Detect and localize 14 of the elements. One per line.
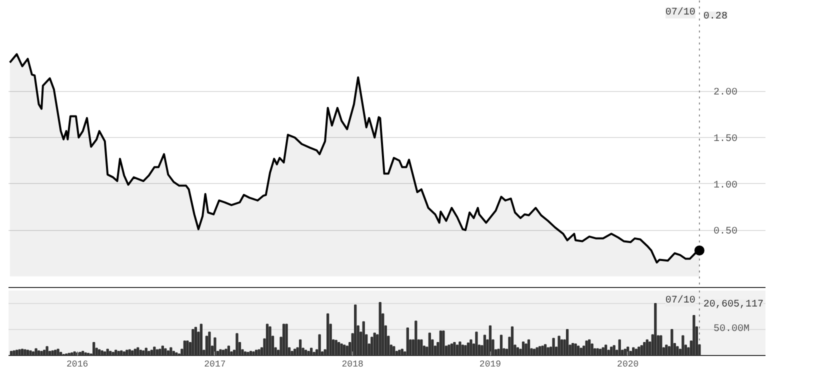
y-tick-label: 2.00 xyxy=(714,88,738,99)
annotation: 20,605,117 xyxy=(703,300,764,310)
annotation: 0.28 xyxy=(703,12,728,22)
y-tick-label: 1.50 xyxy=(714,134,738,146)
x-tick-label: 2020 xyxy=(617,360,639,369)
y-tick-label: 0.50 xyxy=(714,226,738,238)
y-tick-label: 50.00M xyxy=(714,324,750,335)
y-tick-label: 1.00 xyxy=(714,180,738,192)
annotation: 07/10 xyxy=(665,6,696,18)
x-tick-label: 2018 xyxy=(342,360,364,369)
x-tick-label: 2016 xyxy=(66,360,88,369)
x-tick-label: 2017 xyxy=(204,360,226,369)
x-tick-label: 2019 xyxy=(479,360,502,369)
annotation: 07/10 xyxy=(665,294,696,306)
